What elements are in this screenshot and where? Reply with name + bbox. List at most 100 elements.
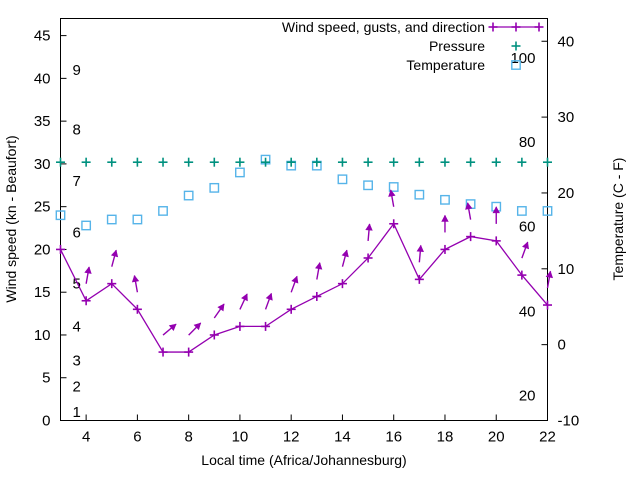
chart-legend: Wind speed, gusts, and direction Pressure… xyxy=(282,19,544,73)
y2-axis-tick-labels: -10 0 10 20 30 40 xyxy=(558,33,580,429)
beaufort-scale-labels: 1 2 3 4 5 6 7 8 9 xyxy=(73,62,81,421)
wind-direction-arrow xyxy=(290,275,299,293)
y-tick-label: 15 xyxy=(34,284,51,301)
data-series xyxy=(55,154,554,357)
wind-speed-marker xyxy=(337,279,347,289)
fahrenheit-label: 80 xyxy=(519,134,536,151)
wind-direction-arrow xyxy=(341,249,349,267)
temperature-marker xyxy=(542,206,553,216)
axis-titles: Local time (Africa/Johannesburg) Wind spe… xyxy=(3,135,626,468)
x-tick-label: 6 xyxy=(133,429,141,446)
wind-speed-marker xyxy=(466,232,476,242)
pressure-marker xyxy=(389,157,399,167)
beaufort-label: 7 xyxy=(73,173,81,190)
legend-marker-wind-left xyxy=(488,22,498,32)
temperature-marker xyxy=(183,190,194,201)
temperature-marker xyxy=(516,206,527,216)
wind-speed-marker xyxy=(389,219,399,229)
y2-tick-label: 0 xyxy=(558,337,566,354)
wind-direction-arrow xyxy=(84,266,92,284)
wind-direction-arrow xyxy=(110,249,119,267)
temperature-marker xyxy=(209,182,220,193)
y-tick-label: 20 xyxy=(34,241,51,258)
wind-direction-arrow xyxy=(264,292,273,310)
wind-speed-marker xyxy=(517,270,527,280)
y-tick-label: 25 xyxy=(34,199,51,216)
wind-direction-arrow xyxy=(131,274,140,293)
pressure-marker xyxy=(363,157,373,167)
y-tick-label: 30 xyxy=(34,156,51,173)
wind-direction-arrow xyxy=(365,223,373,242)
pressure-marker xyxy=(158,157,168,167)
x-tick-label: 18 xyxy=(437,429,454,446)
temperature-marker xyxy=(55,210,66,221)
pressure-marker xyxy=(517,157,527,167)
y-axis-title: Wind speed (kn - Beaufort) xyxy=(3,135,19,302)
x-tick-label: 12 xyxy=(283,429,300,446)
wind-speed-marker xyxy=(440,244,450,254)
wind-speed-marker xyxy=(158,347,168,357)
temperature-marker xyxy=(81,220,92,231)
wind-speed-marker xyxy=(286,304,296,314)
wind-speed-marker xyxy=(312,291,322,301)
temperature-marker xyxy=(440,194,450,205)
beaufort-label: 3 xyxy=(73,353,81,370)
wind-speed-marker xyxy=(184,347,194,357)
beaufort-label: 8 xyxy=(73,122,81,139)
wind-speed-marker xyxy=(209,330,219,340)
wind-speed-marker xyxy=(132,304,142,314)
wind-speed-marker xyxy=(81,296,91,306)
wind-direction-arrow xyxy=(492,206,500,224)
legend-label: Pressure xyxy=(429,38,485,54)
x-tick-label: 10 xyxy=(232,429,249,446)
wind-direction-arrow xyxy=(521,241,530,259)
pressure-marker xyxy=(184,157,194,167)
wind-speed-marker xyxy=(56,244,65,254)
wind-direction-arrow xyxy=(545,270,554,289)
temperature-marker xyxy=(158,206,168,216)
pressure-marker xyxy=(81,157,91,167)
wind-speed-marker xyxy=(235,321,245,331)
pressure-marker xyxy=(440,157,450,167)
x-tick-label: 14 xyxy=(334,429,351,446)
temperature-marker xyxy=(235,167,245,178)
pressure-marker xyxy=(209,157,219,167)
temperature-marker xyxy=(414,189,425,200)
y2-tick-label: -10 xyxy=(558,413,580,430)
x-axis-tick-labels: 4 6 8 10 12 14 16 18 20 22 xyxy=(82,429,556,446)
y-tick-label: 0 xyxy=(42,413,50,430)
temperature-marker xyxy=(388,182,399,192)
y2-tick-label: 10 xyxy=(558,261,575,278)
pressure-marker xyxy=(235,157,245,167)
legend-marker-pressure xyxy=(511,41,521,51)
legend-marker-wind-right xyxy=(534,22,544,32)
beaufort-label: 2 xyxy=(73,378,81,395)
pressure-marker xyxy=(543,157,552,167)
wind-speed-line xyxy=(59,222,548,353)
series-pressure xyxy=(56,157,552,167)
wind-direction-arrow xyxy=(213,303,225,319)
series-wind-speed xyxy=(56,219,552,357)
wind-direction-arrows xyxy=(84,189,554,336)
pressure-marker xyxy=(107,157,117,167)
beaufort-label: 1 xyxy=(73,404,81,421)
wind-direction-arrow xyxy=(465,202,473,220)
x-tick-label: 4 xyxy=(82,429,90,446)
wind-direction-arrow xyxy=(162,323,177,336)
wind-speed-marker xyxy=(107,279,117,289)
pressure-marker xyxy=(286,157,296,167)
y2-tick-label: 40 xyxy=(558,33,575,50)
beaufort-label: 6 xyxy=(73,224,81,241)
fahrenheit-label: 100 xyxy=(510,50,535,67)
fahrenheit-label: 40 xyxy=(519,303,536,320)
y-tick-label: 45 xyxy=(34,28,51,45)
y2-axis-title: Temperature (C - F) xyxy=(610,158,626,281)
beaufort-label: 9 xyxy=(73,62,81,79)
beaufort-label: 4 xyxy=(73,318,81,335)
wind-direction-arrow xyxy=(388,189,396,207)
pressure-marker xyxy=(466,157,476,167)
wind-speed-marker xyxy=(363,253,373,263)
pressure-marker xyxy=(337,157,347,167)
x-tick-label: 20 xyxy=(488,429,505,446)
